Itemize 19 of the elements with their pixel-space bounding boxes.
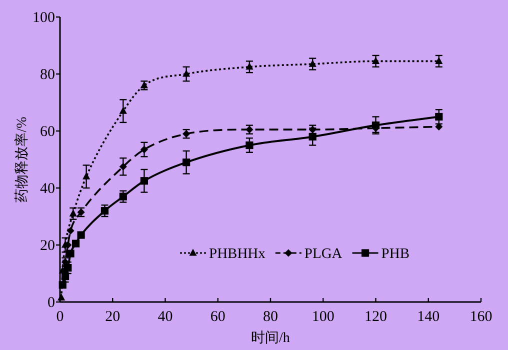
y-tick-label: 60 — [40, 124, 55, 140]
x-axis-title: 时间/h — [251, 330, 290, 346]
legend-label: PHB — [381, 246, 410, 262]
y-tick-label: 40 — [40, 181, 55, 197]
legend-label: PLGA — [304, 246, 343, 262]
x-tick-label: 100 — [312, 309, 334, 325]
x-tick-label: 60 — [210, 309, 226, 325]
y-tick-label: 100 — [32, 10, 55, 26]
x-tick-label: 120 — [364, 309, 387, 325]
y-tick-label: 80 — [40, 67, 55, 83]
y-tick-label: 20 — [40, 238, 55, 254]
x-tick-label: 140 — [417, 309, 440, 325]
y-tick-label: 0 — [48, 295, 55, 311]
x-tick-label: 20 — [105, 309, 120, 325]
legend-label: PHBHHx — [209, 246, 266, 262]
x-tick-label: 80 — [263, 309, 278, 325]
x-tick-label: 160 — [470, 309, 492, 325]
x-tick-label: 40 — [158, 309, 173, 325]
y-axis-title: 药物释放率/% — [14, 116, 30, 202]
